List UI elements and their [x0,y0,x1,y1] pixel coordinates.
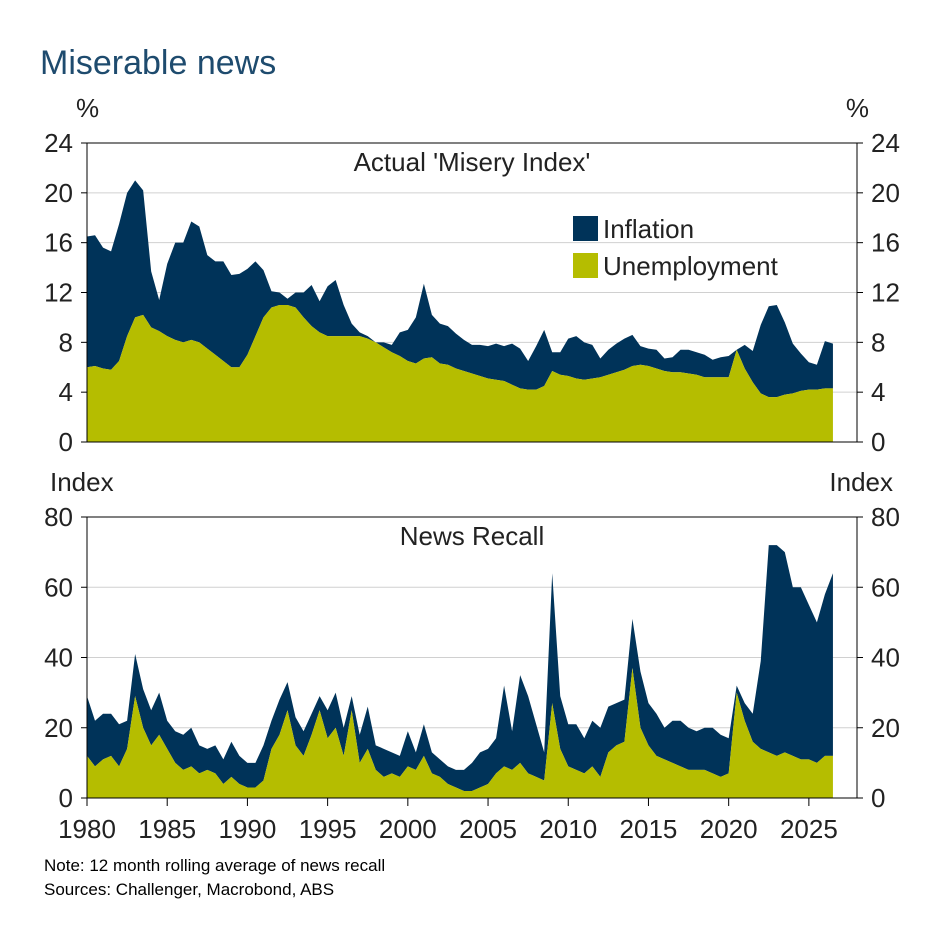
y-tick-label-left: 0 [59,427,73,457]
y-unit-label-right: Index [829,467,893,497]
y-tick-label-left: 80 [44,502,73,532]
y-tick-label-left: 40 [44,643,73,673]
x-tick-label: 2015 [620,814,678,844]
x-tick-label: 2000 [379,814,437,844]
x-tick-label: 2005 [459,814,517,844]
legend-swatch-unemployment [573,253,598,278]
legend-label-inflation: Inflation [603,214,694,244]
series-area-unemployment [87,668,833,798]
y-tick-label-left: 0 [59,783,73,813]
y-tick-label-left: 20 [44,713,73,743]
y-tick-label-right: 0 [871,427,885,457]
panel-title: News Recall [400,521,545,551]
x-tick-label: 1990 [218,814,276,844]
y-tick-label-right: 8 [871,327,885,357]
legend-label-unemployment: Unemployment [603,251,779,281]
y-tick-label-right: 16 [871,228,900,258]
panel-misery-index: 0 0 4 4 8 8 12 12 16 16 20 20 24 24 Actual 'Misery Ind… [44,93,900,457]
y-unit-label-right: % [846,93,869,123]
x-tick-label: 1985 [138,814,196,844]
y-tick-label-right: 4 [871,377,885,407]
series-area-inflation [87,545,833,791]
y-tick-label-left: 16 [44,228,73,258]
y-tick-label-left: 8 [59,327,73,357]
y-tick-label-left: 24 [44,128,73,158]
y-unit-label-left: Index [50,467,114,497]
y-tick-label-left: 12 [44,278,73,308]
y-tick-label-right: 12 [871,278,900,308]
y-tick-label-right: 80 [871,502,900,532]
y-tick-label-right: 0 [871,783,885,813]
y-tick-label-right: 20 [871,713,900,743]
legend-swatch-inflation [573,216,598,241]
chart-title: Miserable news [40,44,276,82]
y-tick-label-right: 60 [871,572,900,602]
x-tick-label: 2010 [539,814,597,844]
series-area-unemployment [87,304,833,442]
y-unit-label-left: % [76,93,99,123]
series-area-inflation [87,180,833,398]
note-text: Note: 12 month rolling average of news r… [44,856,385,875]
y-tick-label-left: 4 [59,377,73,407]
y-tick-label-right: 40 [871,643,900,673]
y-tick-label-left: 20 [44,178,73,208]
y-tick-label-right: 20 [871,178,900,208]
x-tick-label: 2020 [700,814,758,844]
panel-title: Actual 'Misery Index' [354,147,591,177]
y-tick-label-right: 24 [871,128,900,158]
sources-text: Sources: Challenger, Macrobond, ABS [44,880,334,899]
y-tick-label-left: 60 [44,572,73,602]
x-tick-label: 1980 [58,814,116,844]
x-tick-label: 1995 [299,814,357,844]
x-tick-label: 2025 [780,814,838,844]
